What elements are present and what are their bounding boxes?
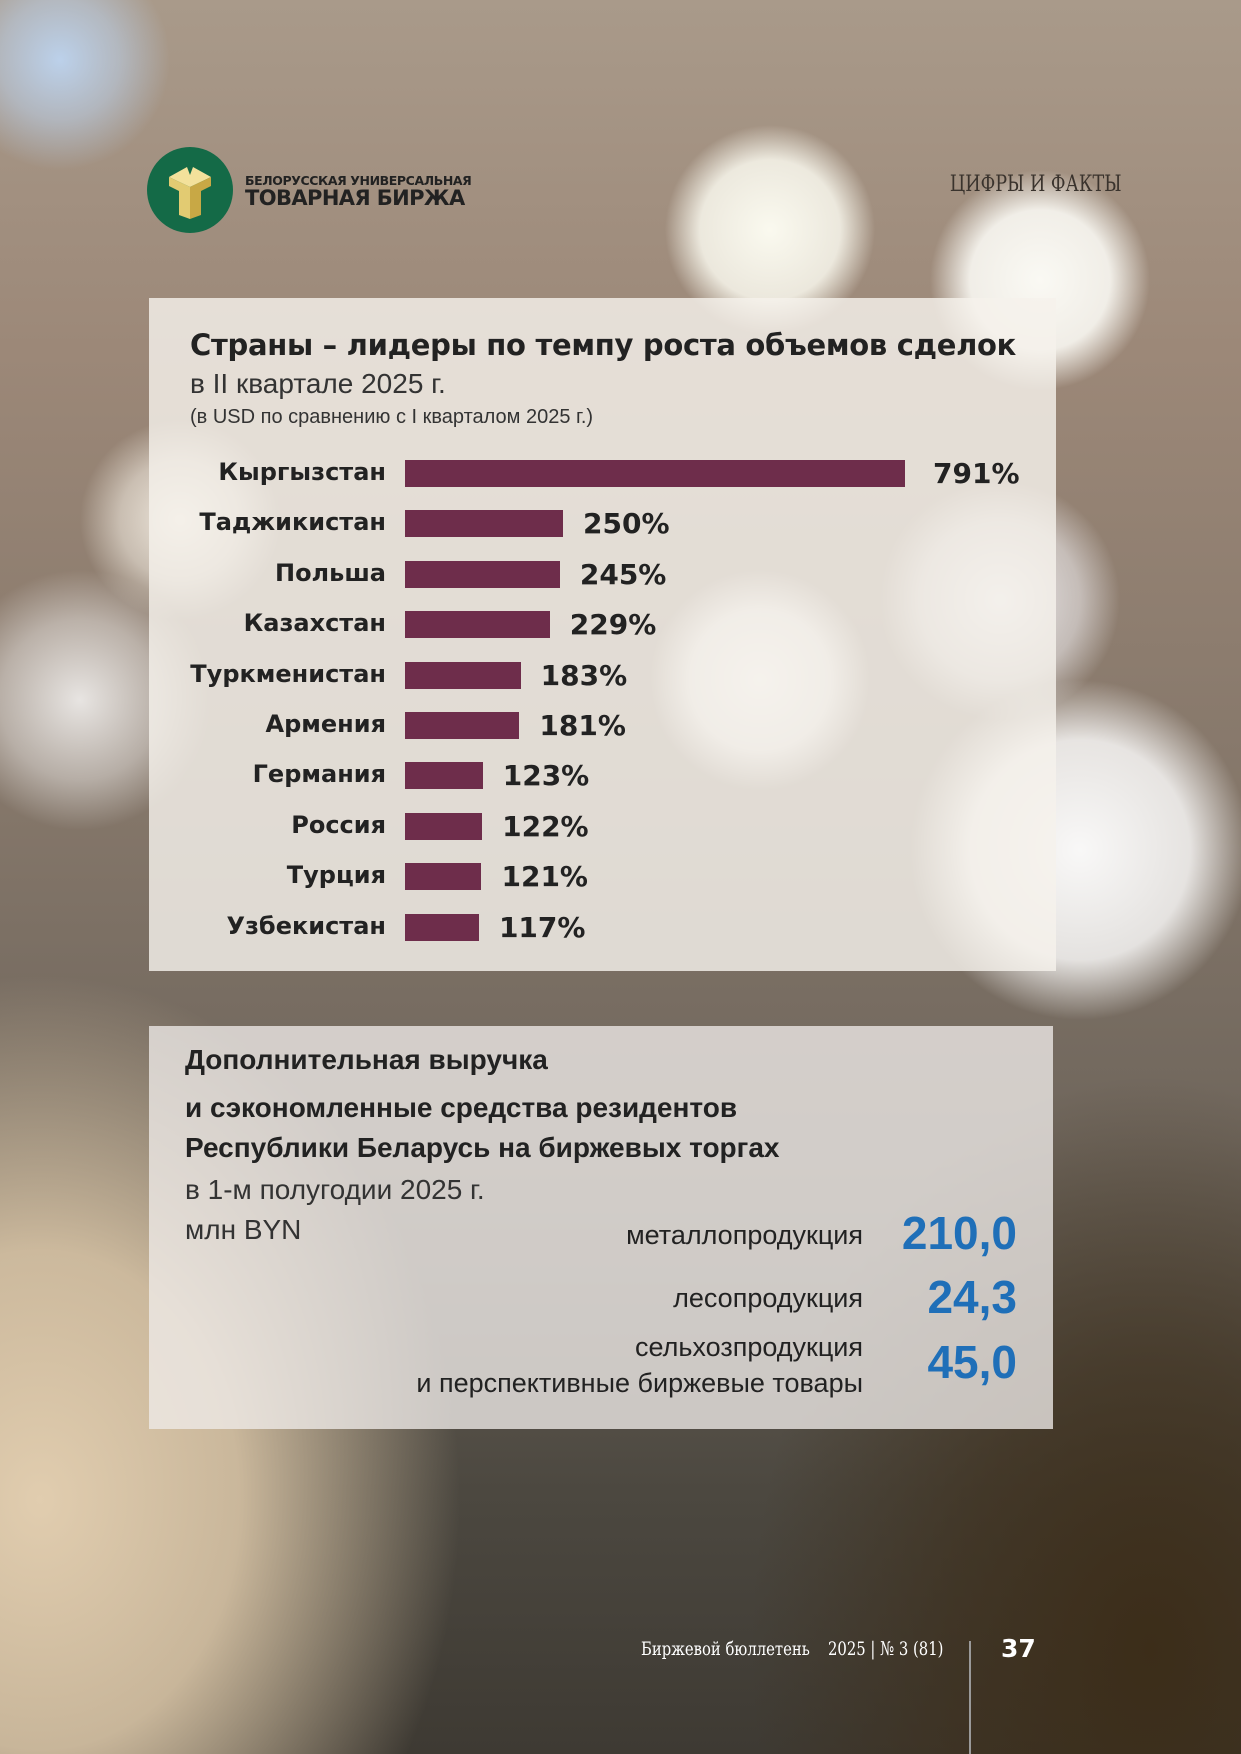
publication-name: Биржевой бюллетень <box>641 1638 810 1660</box>
category-value: 210,0 <box>901 1207 1017 1259</box>
issue-number: 2025 | № 3 (81) <box>828 1638 944 1660</box>
category-label: Казахстан <box>243 609 386 638</box>
section-title: ЦИФРЫ И ФАКТЫ <box>950 172 1122 197</box>
data-label: 183% <box>540 658 628 692</box>
data-label: 117% <box>498 910 586 944</box>
revenue-panel: Дополнительная выручка и сэкономленные с… <box>149 1026 1053 1429</box>
category-label: Таджикистан <box>199 508 386 537</box>
bar <box>405 762 483 790</box>
logo-text-line2: ТОВАРНАЯ БИРЖА <box>245 186 465 210</box>
chart-note: (в USD по сравнению с I кварталом 2025 г… <box>190 406 594 428</box>
revenue-title-line: и сэкономленные средства резидентов <box>185 1092 738 1123</box>
data-label: 181% <box>539 709 626 742</box>
bar <box>405 560 560 588</box>
revenue-period: в 1-м полугодии 2025 г. <box>185 1174 485 1205</box>
bar <box>405 510 564 538</box>
chart-title: Страны – лидеры по темпу роста объемов с… <box>190 328 1017 362</box>
footer-divider <box>969 1641 971 1754</box>
category-label: Турция <box>286 861 386 890</box>
data-label: 122% <box>502 809 589 843</box>
bar <box>405 611 550 639</box>
bar <box>405 913 479 941</box>
data-label: 250% <box>583 507 670 541</box>
logo-text-line1: БЕЛОРУССКАЯ УНИВЕРСАЛЬНАЯ <box>245 173 472 188</box>
category-label: Россия <box>291 810 386 839</box>
category-label: сельхозпродукция <box>634 1332 863 1362</box>
chart-subtitle: в II квартале 2025 г. <box>190 368 446 399</box>
revenue-title-line: Республики Беларусь на биржевых торгах <box>185 1132 780 1163</box>
data-label: 121% <box>501 860 588 894</box>
category-label: Армения <box>265 710 386 738</box>
bar <box>405 863 482 891</box>
category-label: металлопродукция <box>626 1220 863 1250</box>
revenue-title-line: Дополнительная выручка <box>185 1044 548 1075</box>
category-label: лесопродукция <box>673 1283 863 1313</box>
data-label: 245% <box>579 557 667 591</box>
growth-chart-panel: Страны – лидеры по темпу роста объемов с… <box>149 298 1056 971</box>
data-label: 229% <box>569 608 657 642</box>
category-label: Германия <box>252 760 386 789</box>
bar <box>405 661 521 689</box>
bar <box>405 460 905 487</box>
bar <box>405 712 520 739</box>
logo-cube-icon <box>169 167 211 219</box>
bar <box>405 812 483 840</box>
revenue-unit: млн BYN <box>185 1214 302 1245</box>
category-label: Туркменистан <box>190 659 386 688</box>
category-label: Польша <box>274 558 386 587</box>
data-label: 123% <box>502 759 590 793</box>
page-number: 37 <box>1001 1634 1036 1663</box>
category-label: и перспективные биржевые товары <box>416 1368 863 1398</box>
category-label: Кыргызстан <box>218 458 386 486</box>
category-value: 24,3 <box>927 1271 1017 1323</box>
category-value: 45,0 <box>927 1336 1017 1388</box>
data-label: 791% <box>933 457 1020 490</box>
logo <box>147 147 233 233</box>
category-label: Узбекистан <box>226 911 386 940</box>
